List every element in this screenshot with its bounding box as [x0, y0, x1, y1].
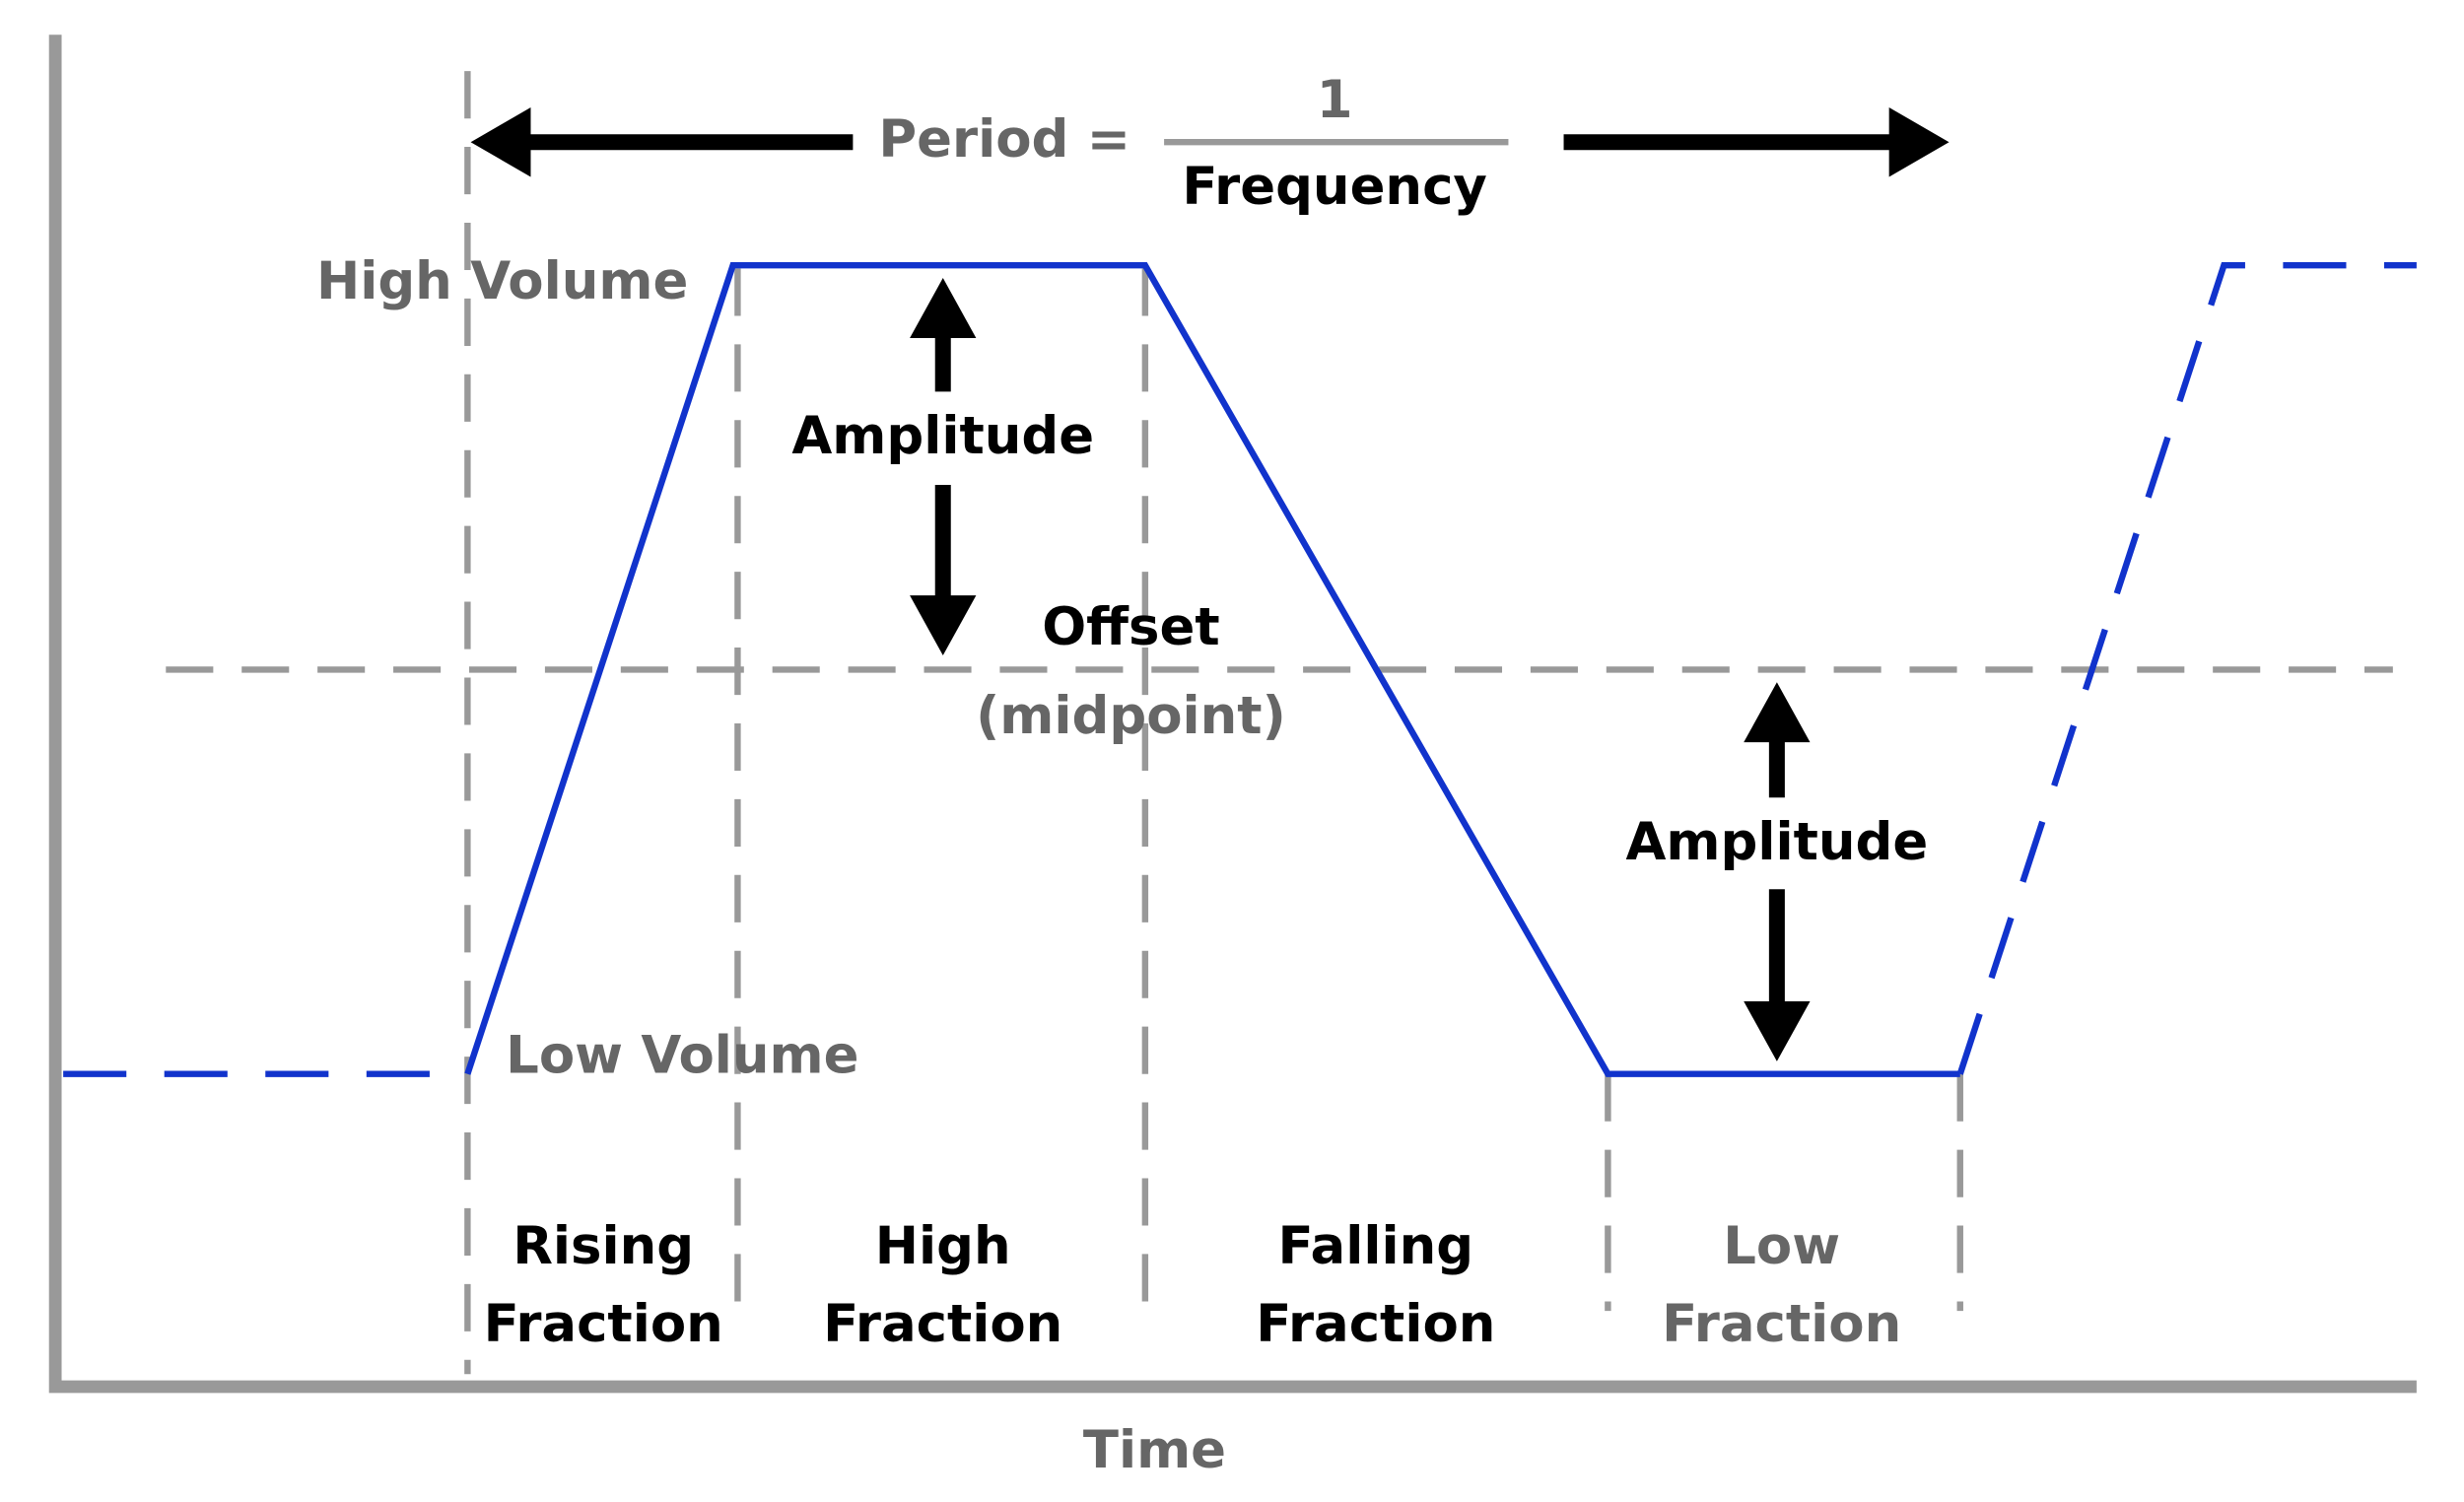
phase-label: Fraction [1662, 1294, 1901, 1354]
phase-label: Falling [1278, 1216, 1474, 1276]
waveform-dashed [1956, 262, 2417, 1075]
arrow-head [1744, 1001, 1811, 1061]
waveform [464, 262, 1960, 1077]
arrow-head [910, 595, 977, 656]
high-level-label: High Volume [316, 251, 688, 311]
arrow-head [1888, 106, 1950, 177]
x-axis-label: Time [1083, 1420, 1226, 1480]
amplitude-label: Amplitude [791, 406, 1094, 466]
arrow-head [910, 278, 977, 338]
period-denominator: Frequency [1182, 157, 1486, 217]
arrow-head [470, 106, 531, 177]
low-level-label: Low Volume [506, 1025, 858, 1085]
phase-label: Fraction [823, 1294, 1062, 1354]
period-numerator: 1 [1317, 70, 1353, 130]
phase-label: Fraction [484, 1294, 723, 1354]
phase-label: Rising [513, 1216, 694, 1276]
phase-label: Fraction [1256, 1294, 1495, 1354]
phase-label: High [875, 1216, 1011, 1276]
phase-label: Low [1723, 1216, 1840, 1276]
period-label: Period = [878, 109, 1130, 170]
arrow-head [1744, 682, 1811, 743]
offset-note: (midpoint) [976, 686, 1286, 746]
axes [48, 34, 2417, 1394]
amplitude-label: Amplitude [1625, 812, 1928, 872]
offset-label: Offset [1042, 597, 1219, 657]
